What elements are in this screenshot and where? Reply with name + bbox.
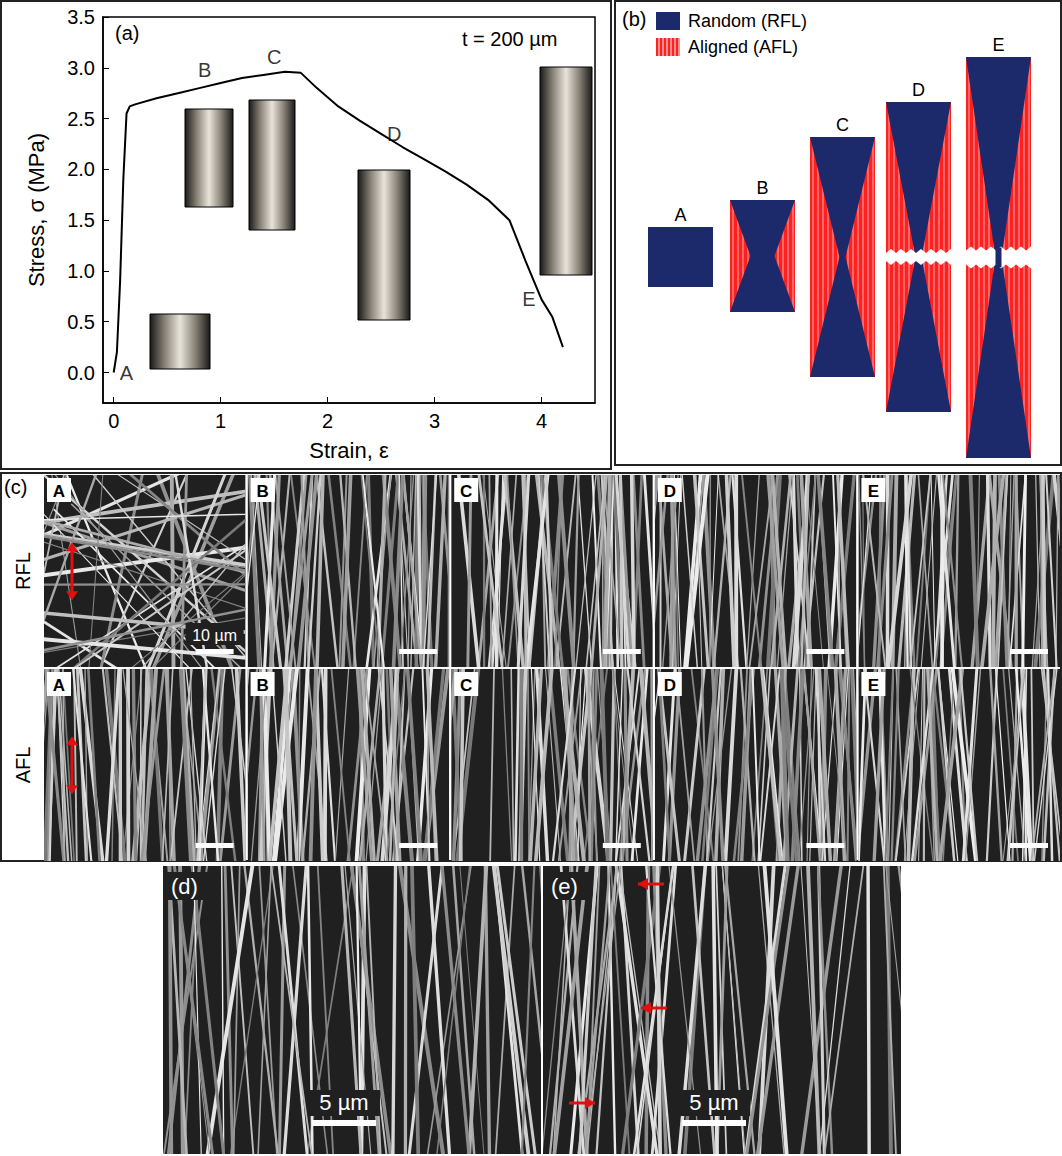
svg-text:D: D — [664, 482, 676, 501]
svg-text:E: E — [992, 35, 1004, 55]
svg-text:B: B — [198, 59, 211, 81]
svg-text:A: A — [53, 676, 65, 695]
svg-text:B: B — [256, 676, 268, 695]
svg-text:1: 1 — [215, 410, 226, 432]
svg-text:B: B — [756, 178, 768, 198]
svg-text:B: B — [256, 482, 268, 501]
svg-text:RFL: RFL — [12, 552, 34, 590]
svg-text:10 µm: 10 µm — [192, 627, 237, 644]
svg-text:(d): (d) — [171, 874, 198, 899]
svg-text:D: D — [387, 123, 401, 145]
svg-text:2.5: 2.5 — [67, 108, 95, 130]
svg-text:D: D — [912, 80, 925, 100]
svg-text:1.0: 1.0 — [67, 260, 95, 282]
svg-text:4: 4 — [536, 410, 547, 432]
svg-text:0.0: 0.0 — [67, 362, 95, 384]
svg-text:A: A — [53, 482, 65, 501]
svg-text:2: 2 — [322, 410, 333, 432]
svg-text:A: A — [120, 362, 134, 384]
svg-text:E: E — [868, 676, 879, 695]
svg-text:(b): (b) — [622, 8, 646, 30]
svg-text:C: C — [460, 676, 472, 695]
svg-text:Aligned (AFL): Aligned (AFL) — [688, 37, 798, 57]
svg-text:E: E — [522, 288, 535, 310]
svg-text:5 µm: 5 µm — [319, 1090, 368, 1115]
svg-text:3.0: 3.0 — [67, 57, 95, 79]
svg-text:0: 0 — [108, 410, 119, 432]
svg-text:E: E — [868, 482, 879, 501]
svg-text:C: C — [836, 115, 849, 135]
svg-text:1.5: 1.5 — [67, 209, 95, 231]
svg-text:3.5: 3.5 — [67, 6, 95, 28]
svg-text:3: 3 — [429, 410, 440, 432]
svg-text:2.0: 2.0 — [67, 158, 95, 180]
svg-text:D: D — [664, 676, 676, 695]
svg-text:Random (RFL): Random (RFL) — [688, 11, 807, 31]
svg-text:(a): (a) — [115, 22, 139, 44]
svg-text:C: C — [267, 46, 281, 68]
svg-text:Strain, ε: Strain, ε — [309, 438, 389, 463]
svg-text:(e): (e) — [551, 874, 578, 899]
svg-text:t = 200 µm: t = 200 µm — [462, 28, 557, 50]
svg-text:C: C — [460, 482, 472, 501]
svg-text:5 µm: 5 µm — [689, 1090, 738, 1115]
svg-text:Stress, σ (MPa): Stress, σ (MPa) — [24, 133, 49, 287]
svg-text:AFL: AFL — [12, 747, 34, 784]
svg-text:0.5: 0.5 — [67, 311, 95, 333]
svg-text:(c): (c) — [4, 476, 27, 498]
svg-text:A: A — [674, 205, 686, 225]
